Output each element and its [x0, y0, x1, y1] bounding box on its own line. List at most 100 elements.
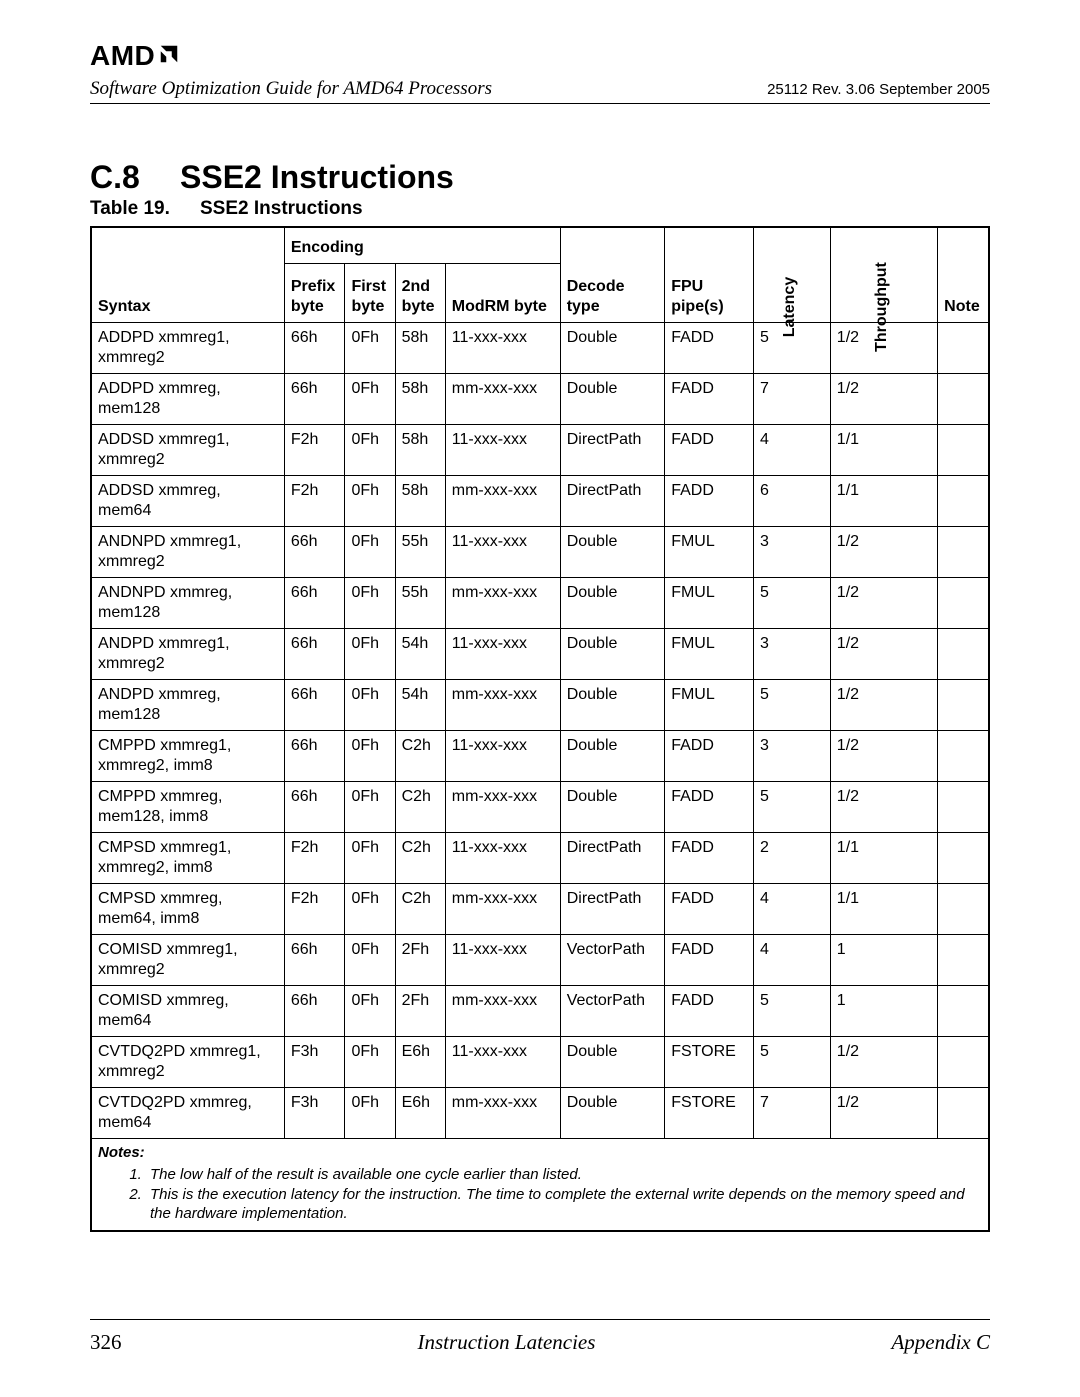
cell-fpu: FADD	[665, 475, 754, 526]
cell-decode: Double	[560, 679, 665, 730]
cell-note	[938, 679, 989, 730]
cell-note	[938, 1036, 989, 1087]
cell-modrm: mm-xxx-xxx	[445, 883, 560, 934]
cell-modrm: 11-xxx-xxx	[445, 1036, 560, 1087]
cell-first: 0Fh	[345, 1087, 395, 1138]
cell-note	[938, 475, 989, 526]
cell-fpu: FADD	[665, 934, 754, 985]
cell-decode: VectorPath	[560, 985, 665, 1036]
cell-decode: Double	[560, 322, 665, 373]
cell-latency: 7	[754, 373, 831, 424]
table-row: CVTDQ2PD xmmreg1, xmmreg2F3h0FhE6h11-xxx…	[91, 1036, 989, 1087]
cell-fpu: FADD	[665, 322, 754, 373]
table-row: ANDNPD xmmreg1, xmmreg266h0Fh55h11-xxx-x…	[91, 526, 989, 577]
cell-prefix: 66h	[284, 679, 345, 730]
cell-throughput: 1/2	[830, 730, 937, 781]
cell-fpu: FADD	[665, 832, 754, 883]
cell-throughput: 1/1	[830, 475, 937, 526]
cell-prefix: 66h	[284, 628, 345, 679]
table-row: ADDSD xmmreg, mem64F2h0Fh58hmm-xxx-xxxDi…	[91, 475, 989, 526]
cell-first: 0Fh	[345, 883, 395, 934]
cell-second: 55h	[395, 577, 445, 628]
cell-fpu: FADD	[665, 424, 754, 475]
cell-syntax: ADDPD xmmreg, mem128	[91, 373, 284, 424]
table-notes: Notes: The low half of the result is ava…	[91, 1138, 989, 1231]
cell-modrm: 11-xxx-xxx	[445, 628, 560, 679]
cell-note	[938, 883, 989, 934]
cell-note	[938, 832, 989, 883]
cell-syntax: ANDPD xmmreg1, xmmreg2	[91, 628, 284, 679]
cell-first: 0Fh	[345, 373, 395, 424]
cell-decode: Double	[560, 1036, 665, 1087]
cell-throughput: 1/2	[830, 781, 937, 832]
table-row: ANDPD xmmreg1, xmmreg266h0Fh54h11-xxx-xx…	[91, 628, 989, 679]
cell-fpu: FADD	[665, 781, 754, 832]
cell-second: E6h	[395, 1036, 445, 1087]
section-title: SSE2 Instructions	[180, 159, 454, 195]
cell-first: 0Fh	[345, 526, 395, 577]
table-row: ANDNPD xmmreg, mem12866h0Fh55hmm-xxx-xxx…	[91, 577, 989, 628]
cell-throughput: 1/2	[830, 526, 937, 577]
cell-syntax: COMISD xmmreg, mem64	[91, 985, 284, 1036]
cell-modrm: 11-xxx-xxx	[445, 934, 560, 985]
cell-prefix: 66h	[284, 322, 345, 373]
cell-modrm: mm-xxx-xxx	[445, 1087, 560, 1138]
cell-fpu: FMUL	[665, 628, 754, 679]
cell-prefix: 66h	[284, 373, 345, 424]
cell-second: 55h	[395, 526, 445, 577]
cell-note	[938, 628, 989, 679]
cell-note	[938, 577, 989, 628]
cell-throughput: 1/2	[830, 373, 937, 424]
cell-note	[938, 985, 989, 1036]
cell-note	[938, 322, 989, 373]
cell-throughput: 1	[830, 934, 937, 985]
cell-decode: DirectPath	[560, 883, 665, 934]
cell-latency: 3	[754, 526, 831, 577]
col-note: Note	[938, 227, 989, 322]
cell-note	[938, 934, 989, 985]
cell-first: 0Fh	[345, 985, 395, 1036]
cell-first: 0Fh	[345, 832, 395, 883]
table-row: COMISD xmmreg, mem6466h0Fh2Fhmm-xxx-xxxV…	[91, 985, 989, 1036]
cell-syntax: ANDPD xmmreg, mem128	[91, 679, 284, 730]
cell-modrm: mm-xxx-xxx	[445, 373, 560, 424]
cell-second: 54h	[395, 628, 445, 679]
cell-prefix: 66h	[284, 730, 345, 781]
cell-note	[938, 1087, 989, 1138]
cell-prefix: 66h	[284, 934, 345, 985]
table-row: ADDSD xmmreg1, xmmreg2F2h0Fh58h11-xxx-xx…	[91, 424, 989, 475]
cell-throughput: 1	[830, 985, 937, 1036]
cell-modrm: mm-xxx-xxx	[445, 679, 560, 730]
footer-right: Appendix C	[891, 1330, 990, 1355]
cell-latency: 5	[754, 577, 831, 628]
cell-throughput: 1/1	[830, 832, 937, 883]
cell-modrm: mm-xxx-xxx	[445, 577, 560, 628]
note-item: The low half of the result is available …	[146, 1166, 982, 1185]
sse2-instruction-table: Syntax Encoding Decode type FPU pipe(s) …	[90, 226, 990, 1232]
table-row: CMPSD xmmreg1, xmmreg2, imm8F2h0FhC2h11-…	[91, 832, 989, 883]
page-number: 326	[90, 1330, 122, 1355]
table-row: CVTDQ2PD xmmreg, mem64F3h0FhE6hmm-xxx-xx…	[91, 1087, 989, 1138]
cell-throughput: 1/2	[830, 628, 937, 679]
cell-decode: Double	[560, 373, 665, 424]
cell-modrm: 11-xxx-xxx	[445, 730, 560, 781]
table-row: CMPSD xmmreg, mem64, imm8F2h0FhC2hmm-xxx…	[91, 883, 989, 934]
col-second: 2nd byte	[395, 263, 445, 322]
cell-note	[938, 781, 989, 832]
cell-latency: 4	[754, 934, 831, 985]
cell-second: C2h	[395, 883, 445, 934]
table-row: ANDPD xmmreg, mem12866h0Fh54hmm-xxx-xxxD…	[91, 679, 989, 730]
cell-prefix: 66h	[284, 526, 345, 577]
cell-decode: Double	[560, 1087, 665, 1138]
cell-syntax: CMPPD xmmreg, mem128, imm8	[91, 781, 284, 832]
cell-prefix: F2h	[284, 832, 345, 883]
cell-second: C2h	[395, 730, 445, 781]
table-caption-num: Table 19.	[90, 198, 200, 220]
table-body: ADDPD xmmreg1, xmmreg266h0Fh58h11-xxx-xx…	[91, 322, 989, 1138]
cell-first: 0Fh	[345, 781, 395, 832]
cell-prefix: 66h	[284, 781, 345, 832]
cell-fpu: FADD	[665, 985, 754, 1036]
cell-latency: 3	[754, 730, 831, 781]
cell-prefix: 66h	[284, 985, 345, 1036]
doc-meta: 25112 Rev. 3.06 September 2005	[767, 81, 990, 98]
